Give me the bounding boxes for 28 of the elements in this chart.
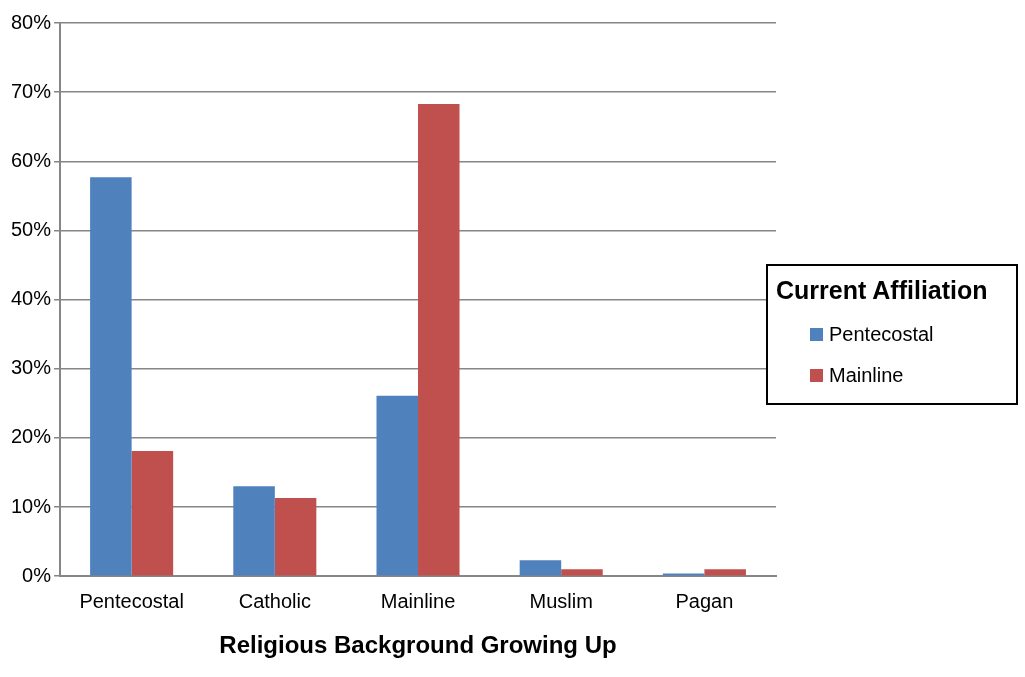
y-tick-label: 40% (11, 287, 52, 310)
y-tick-label: 60% (11, 148, 52, 171)
bar (376, 395, 419, 576)
y-tick-label: 80% (11, 10, 52, 33)
y-tick-label: 0% (22, 563, 52, 586)
bar (662, 573, 705, 576)
bar (704, 569, 746, 576)
x-tick-label: Catholic (238, 589, 311, 612)
bar (131, 451, 174, 576)
bar (418, 103, 460, 576)
bar (90, 177, 132, 576)
bar (274, 498, 317, 576)
x-tick-label: Pagan (675, 589, 734, 612)
legend-label: Pentecostal (829, 323, 934, 346)
bar (519, 560, 562, 576)
y-tick-label: 10% (11, 494, 52, 517)
legend-label: Mainline (829, 364, 904, 387)
x-tick-label: Pentecostal (79, 589, 184, 612)
bar (561, 569, 603, 576)
x-tick-label: Muslim (529, 589, 593, 612)
legend-title: Current Affiliation (775, 276, 989, 305)
x-tick-label: Mainline (380, 589, 456, 612)
y-tick-label: 30% (11, 356, 52, 379)
bar (233, 486, 275, 576)
y-tick-label: 70% (11, 79, 52, 102)
y-tick-label: 50% (11, 217, 52, 240)
y-tick-label: 20% (11, 425, 52, 448)
x-axis-title: Religious Background Growing Up (219, 631, 617, 659)
